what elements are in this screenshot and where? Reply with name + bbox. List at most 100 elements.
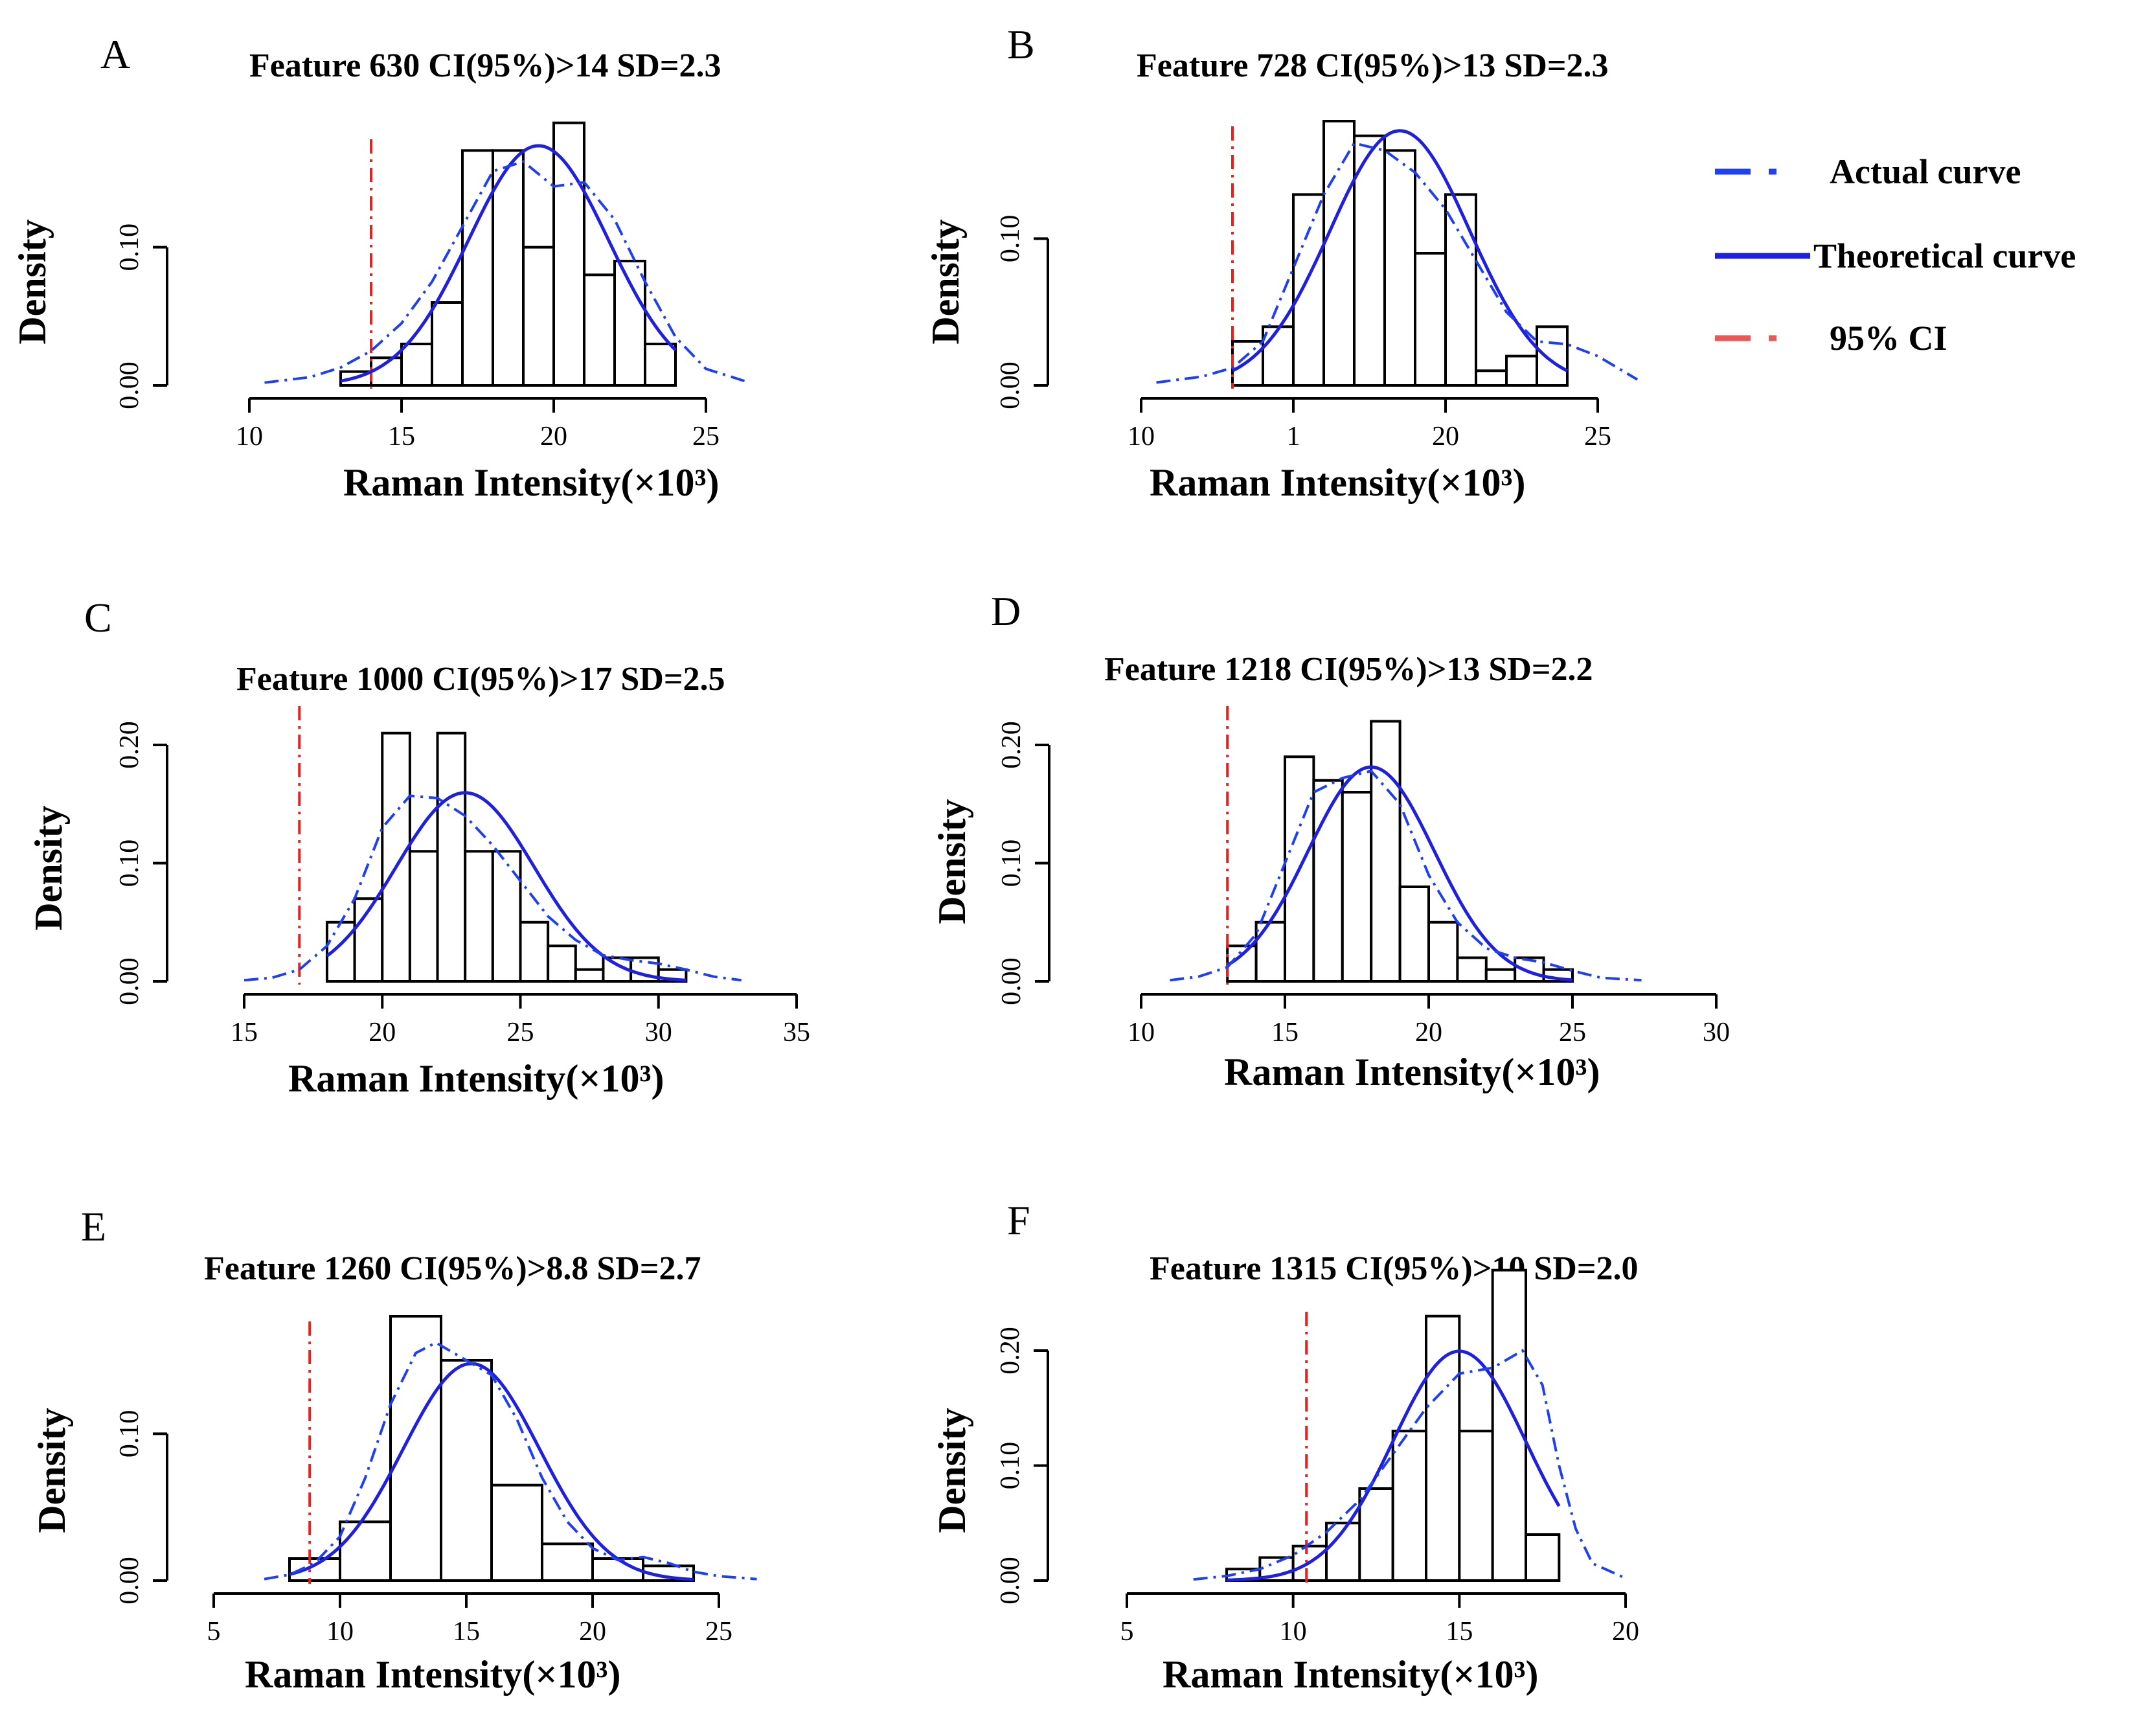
x-tick-label: 25 [692, 422, 720, 451]
histogram-bar [552, 121, 585, 387]
histogram-bar [1427, 920, 1459, 983]
x-tick-label: 20 [540, 422, 567, 451]
x-tick-label: 20 [579, 1617, 606, 1647]
x-axis-label: Raman Intensity(×10³) [245, 1653, 621, 1696]
y-tick-label: 0.00 [115, 957, 144, 1005]
x-tick-label: 10 [1280, 1617, 1307, 1647]
panel-letter: E [81, 1204, 106, 1250]
histogram-bar [381, 731, 411, 983]
histogram-bar [431, 301, 464, 387]
x-tick-label: 20 [1432, 422, 1459, 451]
histogram-bar [541, 1542, 594, 1582]
x-axis-label: Raman Intensity(×10³) [1224, 1051, 1600, 1093]
chart-title: Feature 1315 CI(95%)>10 SD=2.0 [1150, 1250, 1638, 1287]
histogram-bar [1414, 252, 1447, 387]
x-tick-label: 15 [231, 1018, 258, 1047]
x-tick-label: 5 [207, 1617, 221, 1647]
x-tick-label: 5 [1120, 1617, 1134, 1647]
x-tick-label: 1 [1287, 422, 1300, 451]
y-tick-label: 0.00 [995, 1557, 1025, 1605]
panel-letter: C [84, 595, 112, 641]
histogram-bar [464, 850, 494, 983]
legend-actual-label: Actual curve [1830, 152, 2021, 191]
histogram-bar [1254, 920, 1286, 983]
histogram-bar [522, 246, 555, 387]
y-tick-label: 0.00 [995, 361, 1025, 409]
y-axis-label: Density [30, 1408, 73, 1533]
histogram-bar [583, 273, 616, 387]
histogram-bar [519, 920, 550, 983]
histogram-bar [547, 944, 577, 983]
y-tick-label: 0.10 [115, 840, 144, 887]
legend-ci-label: 95% CI [1830, 319, 1947, 358]
histogram-bar [1458, 1430, 1494, 1582]
y-tick-label: 0.00 [115, 361, 144, 409]
histogram-bar [1425, 1314, 1461, 1582]
chart-title: Feature 630 CI(95%)>14 SD=2.3 [249, 47, 721, 84]
histogram-bar [1505, 354, 1538, 387]
x-axis-label: Raman Intensity(×10³) [343, 461, 720, 504]
y-tick-label: 0.20 [997, 721, 1027, 769]
y-tick-label: 0.10 [115, 223, 144, 271]
y-tick-label: 0.20 [115, 721, 144, 769]
theoretical-curve [289, 1362, 694, 1581]
histogram-bar [339, 1520, 392, 1582]
x-axis-label: Raman Intensity(×10³) [1150, 461, 1526, 504]
x-axis-label: Raman Intensity(×10³) [1163, 1653, 1539, 1696]
y-axis-label: Density [931, 799, 973, 924]
x-tick-label: 15 [1446, 1617, 1473, 1647]
x-tick-label: 35 [783, 1018, 810, 1047]
x-tick-label: 20 [1612, 1617, 1639, 1647]
histogram-bar [1444, 193, 1477, 387]
histogram-bar [461, 149, 494, 387]
y-tick-label: 0.20 [995, 1327, 1025, 1375]
x-axis-label: Raman Intensity(×10³) [288, 1057, 664, 1100]
x-tick-label: 20 [1415, 1018, 1442, 1047]
histogram-bar [1491, 1268, 1528, 1582]
histogram-bar [490, 1483, 543, 1583]
panels: A Feature 630 CI(95%)>14 SD=2.30.000.1010… [11, 21, 1730, 1696]
histogram-bar [1398, 886, 1431, 983]
theoretical-curve [326, 791, 687, 982]
histogram-bar [644, 343, 677, 387]
histogram-bar [408, 850, 439, 983]
histogram-bar [491, 850, 522, 983]
theoretical-curve [1226, 1349, 1561, 1582]
chart-title: Feature 728 CI(95%)>13 SD=2.3 [1137, 47, 1608, 84]
legend: Actual curve Theoretical curve 95% CI [1715, 152, 2076, 358]
x-tick-label: 15 [388, 422, 415, 451]
legend-theoretical-label: Theoretical curve [1813, 236, 2076, 275]
x-tick-label: 15 [453, 1617, 480, 1647]
actual-curve [1170, 769, 1642, 982]
y-tick-label: 0.10 [995, 1442, 1025, 1490]
actual-curve [264, 1341, 757, 1581]
panel-letter: D [991, 588, 1021, 634]
histogram-bar [436, 731, 467, 983]
panel-a: A Feature 630 CI(95%)>14 SD=2.3 0.00 0.10 10… [11, 31, 746, 504]
y-axis-label: Density [27, 805, 70, 930]
x-tick-label: 25 [705, 1617, 732, 1647]
actual-curve [1156, 141, 1639, 384]
x-tick-label: 10 [1128, 1018, 1155, 1047]
x-tick-label: 10 [326, 1617, 354, 1647]
x-tick-label: 30 [1703, 1018, 1730, 1047]
histogram-bar [1536, 325, 1569, 387]
histogram-bar [1370, 720, 1401, 983]
x-tick-label: 10 [1128, 422, 1155, 451]
chart-title: Feature 1218 CI(95%)>13 SD=2.2 [1104, 651, 1593, 688]
x-tick-label: 30 [645, 1018, 672, 1047]
y-tick-label: 0.10 [997, 840, 1027, 887]
panel-letter: F [1007, 1197, 1030, 1243]
panel-e: E Feature 1260 CI(95%)>8.8 SD=2.7 0.00 0.10… [30, 1204, 757, 1696]
histogram-bar [492, 149, 525, 387]
histogram-bar [1525, 1533, 1561, 1582]
x-tick-label: 25 [1559, 1018, 1586, 1047]
actual-curve [244, 794, 742, 982]
actual-curve [264, 160, 746, 384]
histogram-bar [400, 343, 433, 387]
y-axis-label: Density [924, 219, 967, 344]
panel-c: C Feature 1000 CI(95%)>17 SD=2.5 0.00 0.10 0… [27, 595, 810, 1100]
histogram-bar [1262, 325, 1295, 387]
y-tick-label: 0.00 [997, 957, 1027, 1005]
panel-b: B Feature 728 CI(95%)>13 SD=2.3 0.00 0.10 10… [924, 21, 1639, 504]
